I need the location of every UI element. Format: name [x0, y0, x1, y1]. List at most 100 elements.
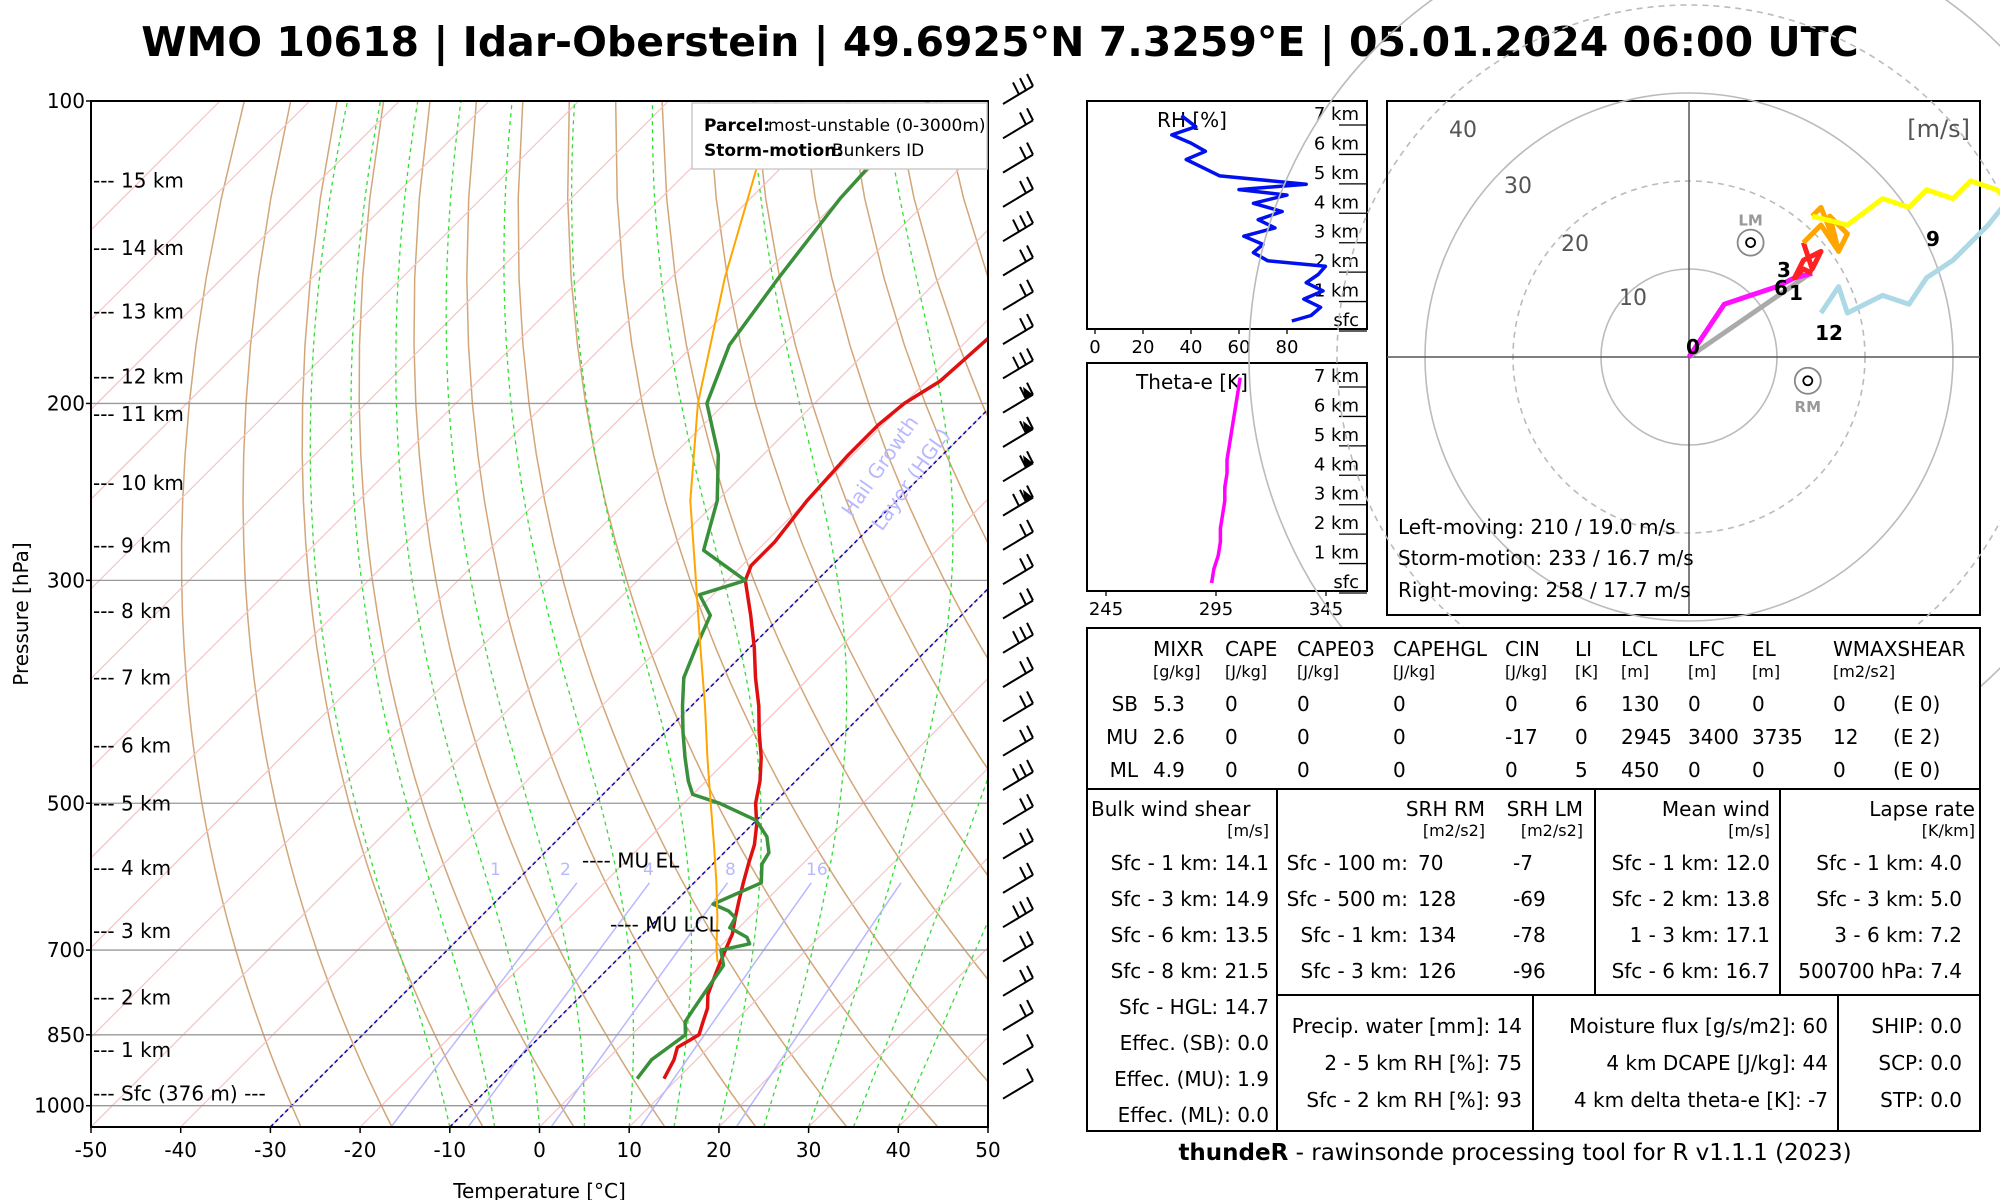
- param-value: 0: [1688, 692, 1701, 716]
- barb-shaft: [1002, 359, 1034, 380]
- barb-feather: [1026, 313, 1034, 327]
- shear-row: Sfc - 1 km: 14.1: [1111, 851, 1269, 875]
- barb-shaft: [1002, 633, 1034, 654]
- barb-pennant: [1023, 386, 1033, 400]
- panel-profile: [1170, 114, 1328, 323]
- barb-feather: [1026, 279, 1034, 293]
- pressure-tick-label: 300: [47, 568, 85, 592]
- barb-feather: [1026, 450, 1034, 464]
- height-label: --- 13 km: [93, 300, 184, 324]
- barb-feather: [1019, 660, 1027, 674]
- param-unit: [m]: [1621, 662, 1649, 681]
- footer-credit: thundeR - rawinsonde processing tool for…: [1065, 1140, 1965, 1166]
- wind-barb: [1002, 553, 1034, 586]
- hodograph-mean-wind: [1687, 273, 1810, 360]
- dry-adiabat: [242, 101, 393, 1127]
- isotherm: [91, 101, 759, 770]
- panel-x-label: 20: [1132, 337, 1155, 358]
- wind-barb: [1002, 793, 1034, 826]
- dry-adiabat: [517, 101, 848, 1127]
- barb-feather: [1019, 866, 1027, 880]
- param-value: 0: [1752, 692, 1765, 716]
- dry-adiabat: [800, 101, 988, 661]
- barb-shaft: [1002, 1011, 1034, 1031]
- hodograph-ring-label: 10: [1619, 286, 1647, 311]
- wind-barb: [1002, 73, 1034, 105]
- param-value: (E 0): [1893, 692, 1940, 716]
- barb-feather: [1026, 999, 1034, 1013]
- panel-x-label: 295: [1199, 599, 1233, 620]
- mixing-ratio-label: 4: [643, 860, 654, 880]
- barb-feather: [1026, 210, 1034, 224]
- isotherm: [718, 857, 988, 1127]
- legend-parcel-val: most-unstable (0-3000m): [768, 116, 986, 136]
- wind-barb: [1002, 519, 1034, 551]
- composite-row: SHIP: 0.0: [1871, 1014, 1962, 1038]
- barb-shaft: [1002, 565, 1034, 586]
- barb-shaft: [1002, 908, 1034, 929]
- hodograph-height-label: 6: [1774, 276, 1788, 300]
- barb-shaft: [1002, 85, 1034, 105]
- param-value: 0: [1505, 692, 1518, 716]
- panel-height-label: 1 km: [1314, 281, 1359, 302]
- meanwind-row: 1 - 3 km: 17.1: [1630, 923, 1770, 947]
- temp-tick-label: -50: [75, 1138, 108, 1162]
- height-label: --- 14 km: [93, 236, 184, 260]
- param-value: 6: [1575, 692, 1588, 716]
- pressure-tick-label: 500: [47, 791, 85, 815]
- barb-feather: [1012, 219, 1020, 233]
- panel-height-label: 4 km: [1314, 192, 1359, 213]
- barb-feather: [1019, 592, 1027, 606]
- param-header: MIXR: [1153, 637, 1204, 661]
- srh-rm-header: SRH RM: [1406, 797, 1485, 821]
- moisture-row: Sfc - 2 km RH [%]: 93: [1306, 1088, 1522, 1112]
- param-header: LI: [1575, 637, 1592, 661]
- height-label: --- 15 km: [93, 169, 184, 193]
- panel-height-label: 7 km: [1314, 104, 1359, 125]
- hodograph-segment: [1792, 241, 1824, 281]
- isotherm: [91, 101, 400, 411]
- param-value: 130: [1621, 692, 1659, 716]
- barb-feather: [1026, 759, 1034, 773]
- moist-adiabat: [350, 101, 496, 1127]
- panel-title: Theta-e [K]: [1135, 370, 1248, 394]
- param-value: 0: [1752, 758, 1765, 782]
- param-header: CAPE03: [1297, 637, 1375, 661]
- barb-shaft: [1002, 290, 1034, 311]
- barb-shaft: [1002, 942, 1034, 963]
- barb-feather: [1019, 832, 1027, 846]
- wind-barbs: [1002, 73, 1034, 1100]
- param-header: LCL: [1621, 637, 1658, 661]
- lm-marker-dot: [1745, 237, 1756, 249]
- param-unit: [K]: [1575, 662, 1598, 681]
- barb-feather: [1019, 763, 1027, 777]
- panel-height-label: 2 km: [1314, 513, 1359, 534]
- flux-row: 4 km delta theta-e [K]: -7: [1574, 1088, 1828, 1112]
- dry-adiabat: [566, 101, 939, 1127]
- srh-rm-value: 128: [1418, 887, 1456, 911]
- srh-lm-value: -78: [1513, 923, 1546, 947]
- shear-unit: [m/s]: [1227, 821, 1269, 840]
- mixing-ratio-label: 16: [806, 860, 828, 880]
- barb-feather: [1026, 1033, 1034, 1047]
- mixing-ratio-line: [735, 882, 902, 1127]
- barb-shaft: [1002, 531, 1034, 551]
- panel-x-label: 60: [1228, 337, 1251, 358]
- skewt-height-labels: --- 15 km --- 14 km --- 13 km --- 12 km --- …: [93, 169, 266, 1106]
- srh-row-label: Sfc - 1 km:: [1300, 923, 1408, 947]
- param-header: WMAXSHEAR: [1833, 637, 1965, 661]
- srh-lm-value: -96: [1513, 959, 1546, 983]
- param-value: 3400: [1688, 725, 1739, 749]
- param-value: 0: [1225, 692, 1238, 716]
- legend-parcel-key: Parcel:: [704, 116, 770, 136]
- param-value: 0: [1225, 725, 1238, 749]
- srh-rm-value: 126: [1418, 959, 1456, 983]
- wind-barb: [1002, 210, 1034, 243]
- dry-adiabat: [413, 101, 666, 1127]
- footer-brand: thundeR: [1178, 1140, 1289, 1166]
- temp-tick-label: -30: [254, 1138, 287, 1162]
- height-label: --- 12 km: [93, 364, 184, 388]
- panel-x-label: 245: [1089, 599, 1123, 620]
- barb-shaft: [1002, 222, 1034, 243]
